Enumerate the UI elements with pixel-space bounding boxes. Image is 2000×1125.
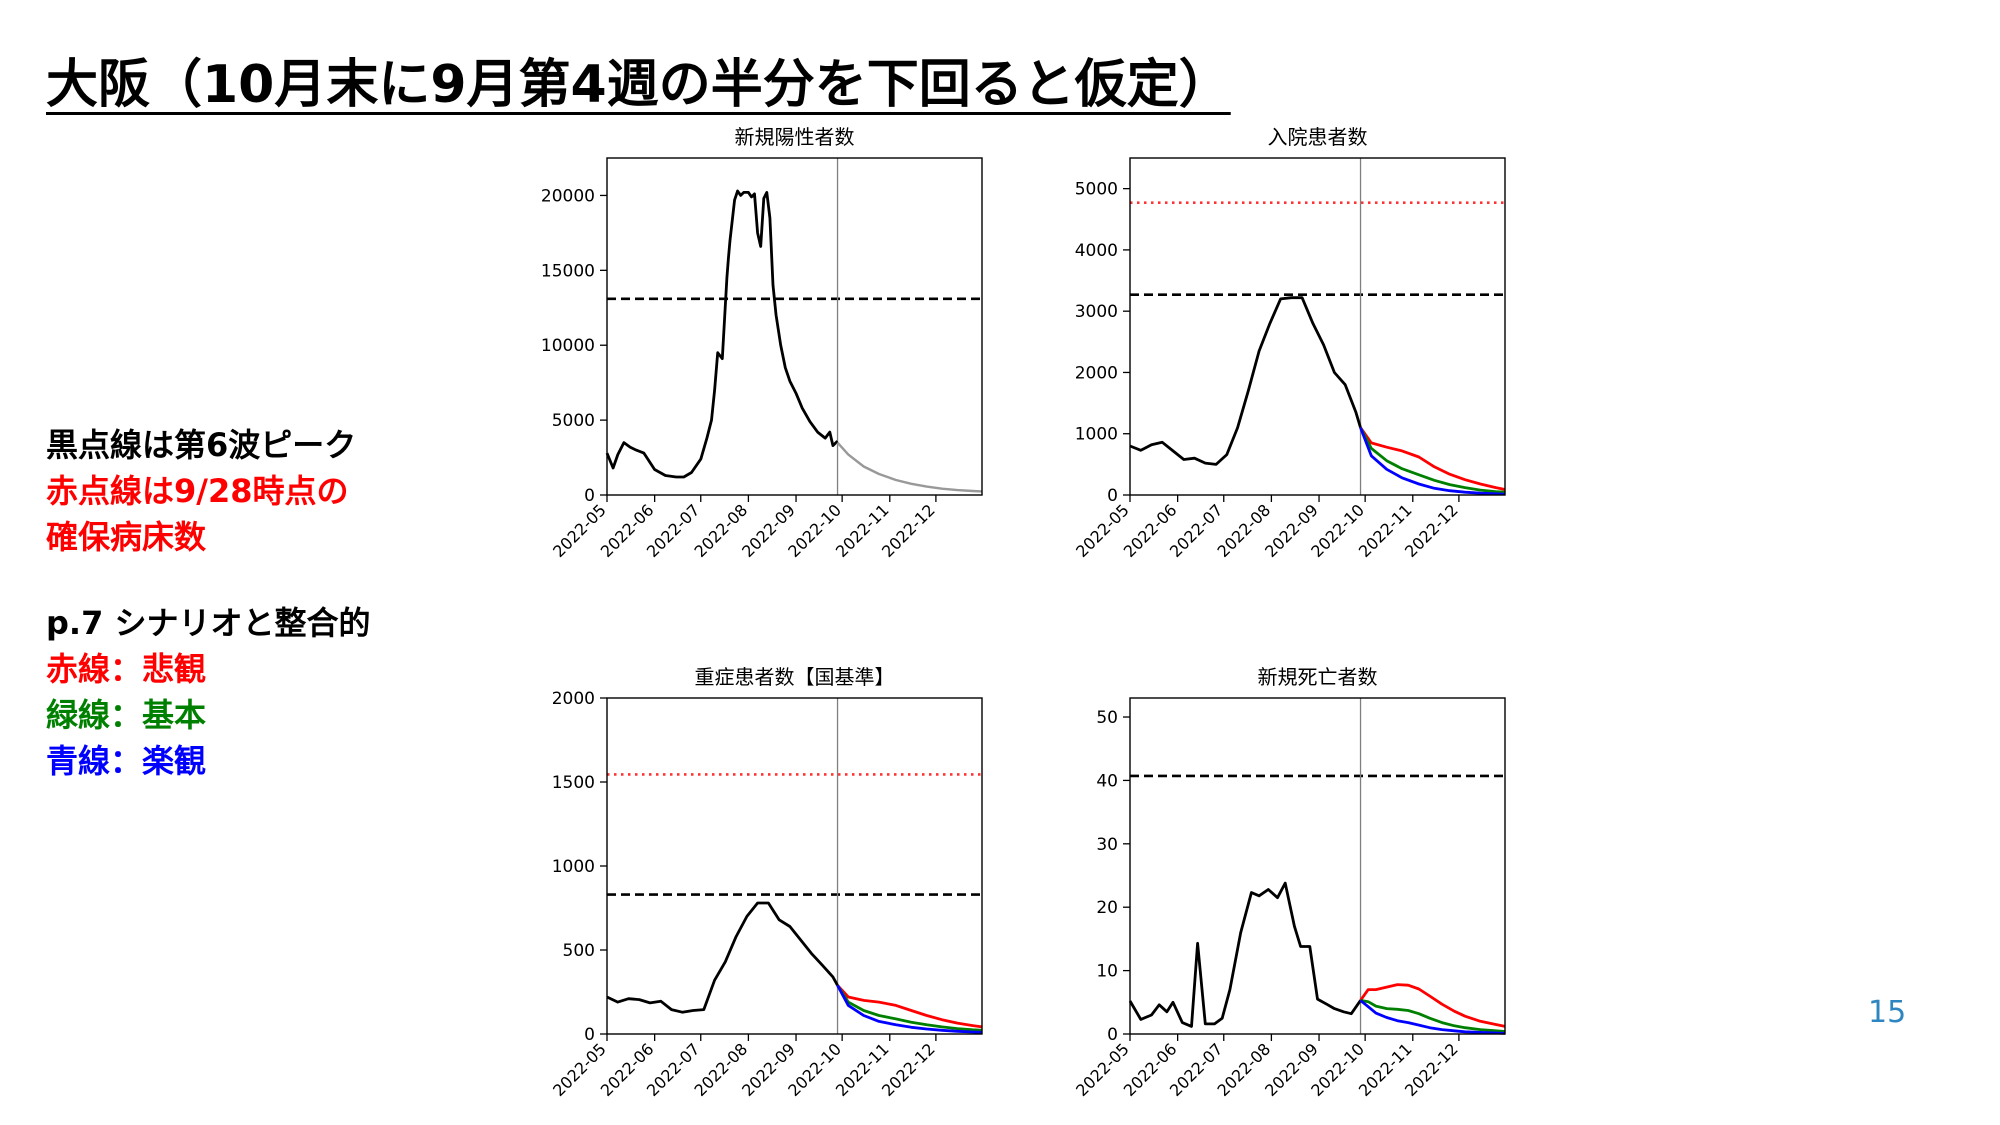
series-pessimistic-line <box>836 984 983 1029</box>
note-line: p.7 シナリオと整合的 <box>46 604 371 642</box>
note-line: 黒点線は第6波ピーク <box>46 426 357 464</box>
series-pessimistic-line <box>1359 983 1506 1028</box>
y-tick-label: 2000 <box>1075 363 1118 383</box>
y-tick-label: 10 <box>1096 962 1118 982</box>
y-tick-label: 50 <box>1096 708 1118 728</box>
series-actual-line <box>1129 296 1362 466</box>
plot-frame <box>1129 697 1506 1035</box>
y-tick-label: 1000 <box>552 857 595 877</box>
y-tick-label: 0 <box>1107 1025 1118 1045</box>
y-tick-label: 0 <box>584 486 595 506</box>
plot-frame <box>1129 157 1506 496</box>
series-baseline-line <box>1359 426 1506 494</box>
series-optimistic-line <box>1359 999 1506 1035</box>
y-tick-label: 20000 <box>541 186 595 206</box>
y-tick-label: 15000 <box>541 261 595 281</box>
note-line: 緑線：基本 <box>46 696 207 734</box>
y-tick-label: 0 <box>584 1025 595 1045</box>
plot-frame <box>606 697 983 1035</box>
note-line: 確保病床数 <box>46 518 207 556</box>
y-tick-label: 30 <box>1096 835 1118 855</box>
y-tick-label: 500 <box>563 941 595 961</box>
series-actual-line <box>605 189 839 479</box>
y-tick-label: 2000 <box>552 689 595 709</box>
page-number: 15 <box>1868 995 1907 1030</box>
y-tick-label: 1500 <box>552 773 595 793</box>
y-tick-label: 3000 <box>1075 302 1118 322</box>
series-baseline-line <box>836 984 983 1032</box>
chart-title: 重症患者数【国基準】 <box>695 665 895 689</box>
series-actual-line <box>606 901 839 1014</box>
chart-title: 入院患者数 <box>1268 125 1368 149</box>
y-tick-label: 0 <box>1107 486 1118 506</box>
notes-reference-lines: 黒点線は第6波ピーク 赤点線は9/28時点の 確保病床数 <box>46 422 356 560</box>
series-projection-line <box>836 441 983 493</box>
series-optimistic-line <box>1359 427 1506 496</box>
slide-title: 大阪（10月末に9月第4週の半分を下回ると仮定） <box>46 55 1231 115</box>
y-tick-label: 40 <box>1096 771 1118 791</box>
y-tick-label: 20 <box>1096 898 1118 918</box>
series-optimistic-line <box>836 984 983 1034</box>
y-tick-label: 4000 <box>1075 241 1118 261</box>
chart-title: 新規陽性者数 <box>735 125 855 149</box>
series-actual-line <box>1128 881 1362 1028</box>
notes-scenarios: p.7 シナリオと整合的 赤線：悲観 緑線：基本 青線：楽観 <box>46 600 370 784</box>
y-tick-label: 5000 <box>552 411 595 431</box>
y-tick-label: 1000 <box>1075 425 1118 445</box>
note-line: 赤点線は9/28時点の <box>46 472 349 510</box>
series-baseline-line <box>1360 999 1506 1033</box>
y-tick-label: 5000 <box>1075 180 1118 200</box>
note-line: 青線：楽観 <box>46 742 207 780</box>
series-pessimistic-line <box>1359 426 1506 491</box>
plot-frame <box>606 157 983 496</box>
chart-title: 新規死亡者数 <box>1258 665 1378 689</box>
note-line: 赤線：悲観 <box>46 650 207 688</box>
y-tick-label: 10000 <box>541 336 595 356</box>
